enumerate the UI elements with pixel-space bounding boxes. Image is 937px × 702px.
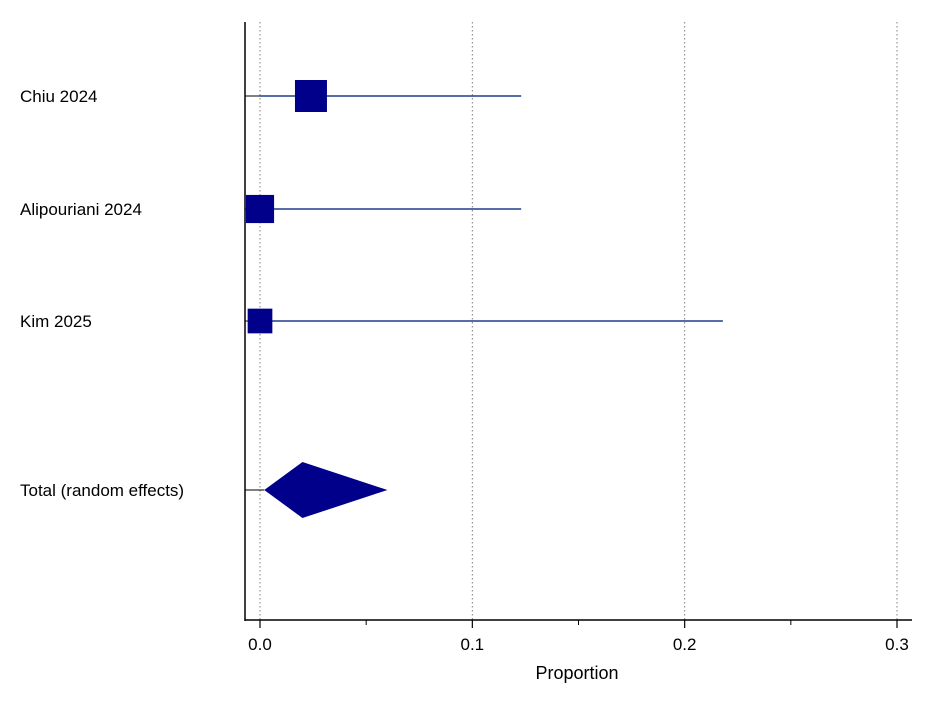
pooled-estimate-diamond	[264, 462, 388, 518]
study-row: Chiu 2024	[20, 80, 522, 112]
x-axis-ticks: 0.0 0.1 0.2 0.3	[248, 620, 909, 654]
study-row: Kim 2025	[20, 308, 723, 334]
point-estimate-square	[245, 194, 275, 224]
study-label: Alipouriani 2024	[20, 200, 142, 219]
x-tick-label-2: 0.2	[673, 635, 697, 654]
study-label: Chiu 2024	[20, 87, 98, 106]
x-tick-label-3: 0.3	[885, 635, 909, 654]
study-rows: Chiu 2024 Alipouriani 2024 Kim 2025 Total (…	[20, 80, 723, 518]
study-label: Kim 2025	[20, 312, 92, 331]
total-row: Total (random effects)	[20, 462, 388, 518]
point-estimate-square	[247, 308, 273, 334]
x-tick-label-0: 0.0	[248, 635, 272, 654]
total-label: Total (random effects)	[20, 481, 184, 500]
point-estimate-square	[294, 80, 327, 112]
x-axis-label: Proportion	[535, 663, 618, 683]
x-tick-label-1: 0.1	[461, 635, 485, 654]
study-row: Alipouriani 2024	[20, 194, 522, 224]
